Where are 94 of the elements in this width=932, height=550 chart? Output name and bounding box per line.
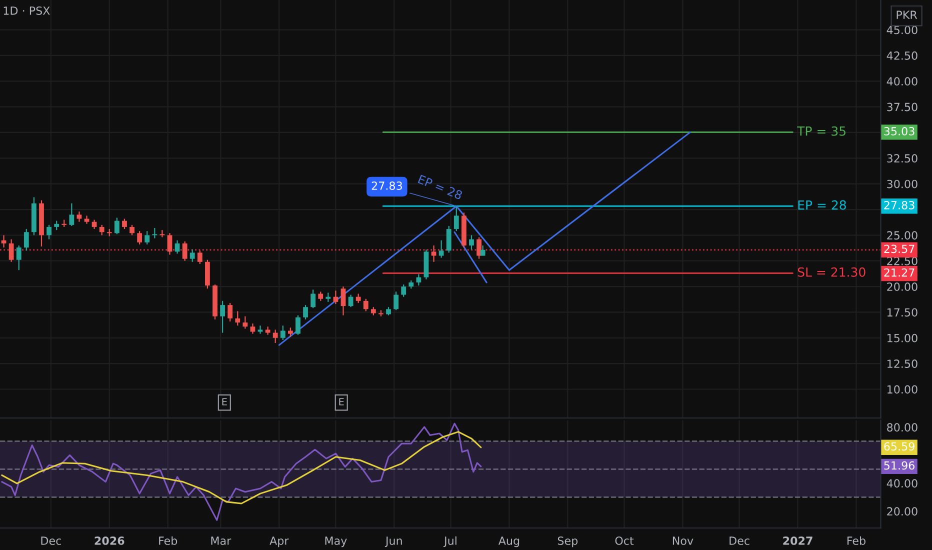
candlestick — [46, 224, 52, 240]
candlestick — [197, 250, 202, 264]
annotation: 27.83 — [884, 200, 914, 210]
candlestick — [363, 298, 368, 312]
ref-line-label: TP = 35 — [797, 126, 846, 136]
candlestick — [205, 259, 210, 290]
candlestick — [348, 294, 354, 308]
x-tick-label: Oct — [615, 536, 634, 545]
candlestick — [114, 217, 120, 235]
ref-line-label: SL = 21.30 — [798, 267, 866, 277]
candlestick — [438, 240, 444, 258]
x-tick-label: Feb — [159, 536, 178, 545]
y-tick-label: 42.50 — [886, 51, 918, 60]
y-tick-label: 45.00 — [886, 26, 918, 34]
x-tick-label: 2026 — [94, 536, 124, 545]
candlestick — [122, 218, 127, 230]
y-tick-label: 17.50 — [888, 308, 918, 317]
annotation: 65.59 — [884, 442, 914, 451]
annotation: 51.96 — [884, 461, 914, 470]
candlestick — [394, 291, 398, 311]
candlestick — [99, 224, 104, 236]
candlestick — [303, 304, 308, 320]
candlestick — [288, 327, 293, 338]
annotation: EP = 28 — [418, 174, 463, 200]
x-tick-label: Feb — [847, 536, 866, 545]
candlestick — [144, 230, 150, 245]
y-tick-label: 30.00 — [887, 180, 918, 188]
candlestick — [235, 310, 240, 326]
y-axis-title: PKR — [896, 10, 918, 19]
candlestick — [296, 314, 300, 336]
x-tick-label: Apr — [270, 536, 289, 548]
candlestick — [130, 224, 134, 236]
candlestick — [1, 234, 6, 248]
candlestick — [16, 244, 22, 271]
ref-line-label: EP = 28 — [798, 200, 846, 210]
candlestick — [167, 232, 172, 256]
candlestick — [476, 236, 482, 260]
y-tick-label: 80.00 — [887, 423, 918, 432]
candlestick — [318, 291, 324, 302]
candlestick — [54, 220, 60, 231]
candlestick — [182, 240, 188, 262]
candlestick — [137, 230, 142, 245]
candlestick — [340, 286, 346, 316]
y-tick-label: 20.00 — [887, 507, 918, 516]
candlestick — [401, 284, 406, 298]
candlestick — [258, 325, 263, 334]
candlestick — [469, 234, 474, 250]
x-tick-label: Sep — [558, 536, 578, 548]
candlestick — [242, 316, 248, 330]
candlestick — [416, 274, 422, 286]
candlestick — [228, 302, 233, 322]
candlestick — [190, 249, 195, 262]
annotation: E — [222, 398, 227, 406]
candlestick — [220, 300, 225, 334]
annotation: E — [339, 398, 344, 406]
candlestick — [152, 227, 158, 239]
annotation: 23.57 — [884, 244, 914, 254]
annotation: 27.83 — [372, 182, 402, 190]
x-tick-label: Nov — [672, 536, 694, 545]
candlestick — [333, 290, 338, 305]
candlestick — [356, 293, 361, 304]
candlestick — [69, 202, 74, 226]
x-tick-label: Mar — [211, 536, 232, 545]
y-tick-label: 37.50 — [887, 102, 918, 112]
candlestick — [280, 325, 286, 340]
line-series — [1, 422, 482, 521]
annotation: 35.03 — [884, 127, 914, 136]
line-series — [1, 431, 482, 504]
candlestick — [24, 228, 29, 252]
candlestick — [326, 292, 331, 302]
x-tick-label: Dec — [41, 536, 61, 545]
y-tick-label: 20.00 — [887, 282, 918, 291]
candlestick — [310, 289, 316, 309]
candlestick — [454, 206, 459, 232]
x-tick-label: Jun — [384, 536, 402, 547]
x-tick-label: Dec — [730, 536, 750, 545]
candlestick — [446, 225, 452, 254]
y-tick-label: 40.00 — [886, 479, 918, 488]
x-tick-label: 2027 — [783, 536, 812, 545]
candlestick — [272, 329, 278, 344]
annotation: 21.27 — [884, 268, 914, 277]
y-tick-label: 32.50 — [887, 154, 918, 163]
y-tick-label: 10.00 — [888, 385, 918, 394]
x-tick-label: May — [325, 536, 347, 548]
y-tick-label: 15.00 — [888, 334, 918, 342]
chart-title: 1D · PSX — [4, 6, 50, 15]
candlestick — [8, 238, 14, 262]
x-tick-label: Aug — [498, 536, 520, 548]
x-tick-label: Jul — [443, 536, 456, 547]
y-tick-label: 12.50 — [888, 360, 918, 368]
candlestick — [76, 211, 82, 222]
y-tick-label: 25.00 — [887, 231, 918, 240]
y-tick-label: 40.00 — [886, 77, 918, 86]
line-series — [278, 131, 692, 346]
